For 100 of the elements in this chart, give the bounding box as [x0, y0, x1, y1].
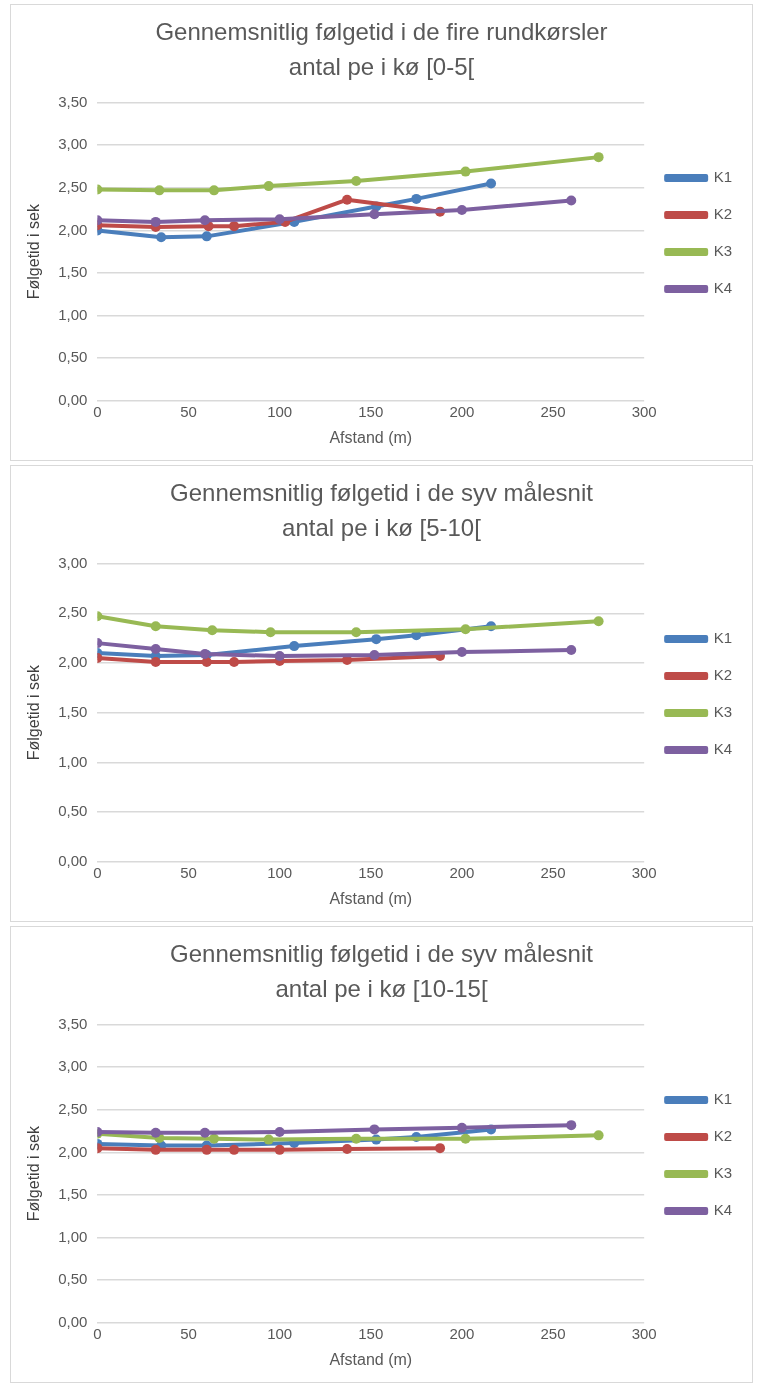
y-tick-label: 1,50 [58, 1185, 88, 1203]
x-tick-label: 250 [540, 863, 566, 881]
point [371, 634, 382, 645]
point [274, 214, 285, 225]
y-tick-label: 1,00 [58, 305, 88, 323]
y-tick-label: 1,00 [58, 752, 88, 770]
y-tick-label: 0,50 [58, 1270, 88, 1288]
point [229, 1144, 240, 1155]
x-tick-label: 0 [93, 863, 102, 881]
y-axis-title: Følgetid i sek [25, 203, 43, 300]
point [369, 209, 380, 220]
point [351, 175, 362, 186]
x-tick-label: 200 [449, 863, 475, 881]
point [456, 204, 467, 215]
point [274, 651, 285, 662]
legend-label: K1 [713, 1090, 733, 1108]
point [486, 178, 497, 189]
y-tick-label: 1,50 [58, 263, 88, 281]
x-tick-label: 150 [358, 402, 384, 420]
y-tick-label: 2,50 [58, 1099, 88, 1117]
point [456, 1122, 467, 1133]
point [150, 216, 161, 227]
y-tick-label: 0,50 [58, 802, 88, 820]
x-axis-title: Afstand (m) [329, 428, 413, 446]
point [435, 1143, 446, 1154]
y-tick-label: 3,50 [58, 92, 88, 110]
point [456, 647, 467, 658]
legend-label: K2 [713, 666, 733, 684]
x-tick-label: 50 [180, 863, 197, 881]
point [150, 1127, 161, 1138]
y-tick-label: 1,50 [58, 702, 88, 720]
y-tick-label: 1,00 [58, 1227, 88, 1245]
y-tick-label: 2,00 [58, 220, 88, 238]
x-tick-label: 100 [267, 402, 293, 420]
point [289, 641, 300, 652]
point [201, 231, 212, 242]
x-tick-label: 300 [631, 1324, 657, 1342]
point [593, 152, 604, 163]
point [199, 1127, 210, 1138]
x-tick-label: 0 [93, 1324, 102, 1342]
x-tick-label: 100 [267, 1324, 293, 1342]
x-tick-label: 250 [540, 1324, 566, 1342]
x-axis-title: Afstand (m) [329, 1350, 413, 1368]
legend-label: K3 [713, 1164, 733, 1182]
point [229, 221, 240, 232]
x-axis-title: Afstand (m) [329, 889, 413, 907]
y-tick-label: 0,00 [58, 851, 88, 869]
legend-label: K3 [713, 703, 733, 721]
point [351, 1133, 362, 1144]
chart-title: Gennemsnitlig følgetid i de fire rundkørsler [155, 18, 608, 46]
x-tick-label: 300 [631, 863, 657, 881]
point [566, 645, 577, 656]
legend-label: K2 [713, 205, 733, 223]
y-tick-label: 0,00 [58, 1312, 88, 1330]
x-tick-label: 50 [180, 402, 197, 420]
point [154, 185, 165, 196]
legend-label: K4 [713, 1201, 733, 1219]
chart-title: Gennemsnitlig følgetid i de syv målesnit [170, 940, 594, 968]
y-axis-title: Følgetid i sek [25, 664, 43, 761]
x-tick-label: 50 [180, 1324, 197, 1342]
x-tick-label: 200 [449, 1324, 475, 1342]
y-tick-label: 3,00 [58, 1057, 88, 1075]
legend-label: K1 [713, 168, 733, 186]
y-tick-label: 2,50 [58, 603, 88, 621]
y-tick-label: 2,50 [58, 177, 88, 195]
legend-label: K4 [713, 740, 733, 758]
x-tick-label: 250 [540, 402, 566, 420]
y-tick-label: 3,00 [58, 553, 88, 571]
y-axis-title: Følgetid i sek [25, 1125, 43, 1222]
point [229, 657, 240, 668]
point [199, 215, 210, 226]
point [150, 1144, 161, 1155]
x-tick-label: 200 [449, 402, 475, 420]
point [342, 1143, 353, 1154]
point [274, 1126, 285, 1137]
y-tick-label: 2,00 [58, 653, 88, 671]
legend-label: K4 [713, 279, 733, 297]
point [411, 193, 422, 204]
point [351, 627, 362, 638]
point [156, 232, 167, 243]
point [263, 181, 274, 192]
y-tick-label: 0,50 [58, 348, 88, 366]
point [369, 650, 380, 661]
chart-subtitle: antal pe i kø [10-15[ [275, 974, 488, 1002]
y-tick-label: 0,00 [58, 390, 88, 408]
x-tick-label: 150 [358, 863, 384, 881]
point [369, 1124, 380, 1135]
point [265, 627, 276, 638]
point [209, 185, 220, 196]
point [566, 195, 577, 206]
y-tick-label: 2,00 [58, 1142, 88, 1160]
point [274, 1144, 285, 1155]
x-tick-label: 0 [93, 402, 102, 420]
chart-subtitle: antal pe i kø [5-10[ [282, 513, 482, 541]
y-tick-label: 3,50 [58, 1014, 88, 1032]
legend-label: K2 [713, 1127, 733, 1145]
point [460, 624, 471, 635]
point [460, 1133, 471, 1144]
point [201, 657, 212, 668]
chart-subtitle: antal pe i kø [0-5[ [288, 52, 475, 80]
